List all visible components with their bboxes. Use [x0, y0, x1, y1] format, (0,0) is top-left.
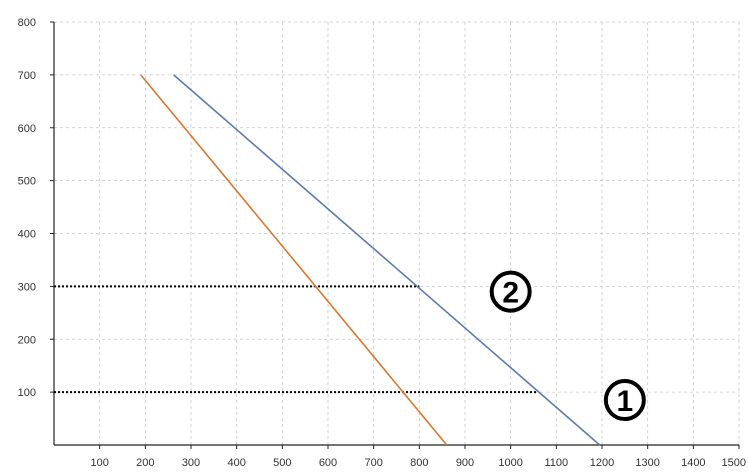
- y-tick-label: 200: [18, 334, 36, 346]
- x-tick-label: 900: [456, 457, 474, 469]
- x-tick-label: 1400: [681, 457, 705, 469]
- circled-number-annotation: 2: [489, 270, 532, 313]
- y-tick-label: 700: [18, 70, 36, 82]
- circled-number-annotation: 1: [603, 379, 646, 422]
- y-tick-label: 800: [18, 17, 36, 29]
- x-tick-label: 400: [227, 457, 245, 469]
- y-tick-label: 100: [18, 387, 36, 399]
- x-tick-label: 600: [319, 457, 337, 469]
- y-tick-label: 600: [18, 123, 36, 135]
- x-tick-label: 500: [273, 457, 291, 469]
- x-tick-label: 1300: [635, 457, 659, 469]
- annotation-label: 1: [616, 385, 633, 418]
- x-tick-label: 800: [410, 457, 428, 469]
- x-tick-label: 300: [182, 457, 200, 469]
- x-tick-label: 200: [136, 457, 154, 469]
- x-tick-label: 1000: [498, 457, 522, 469]
- x-tick-label: 1200: [590, 457, 614, 469]
- x-tick-label: 700: [364, 457, 382, 469]
- x-tick-label: 100: [90, 457, 108, 469]
- annotation-label: 2: [502, 277, 519, 310]
- annotation-circle: [489, 270, 532, 313]
- annotation-circle: [603, 379, 646, 422]
- gridlines: [54, 21, 740, 445]
- y-tick-label: 400: [18, 229, 36, 241]
- y-tick-label: 500: [18, 176, 36, 188]
- x-tick-label: 1100: [545, 457, 569, 469]
- x-tick-label: 1500: [722, 457, 746, 469]
- series-line-2: [140, 74, 448, 446]
- y-tick-label: 300: [18, 281, 36, 293]
- series-line-1: [173, 74, 601, 446]
